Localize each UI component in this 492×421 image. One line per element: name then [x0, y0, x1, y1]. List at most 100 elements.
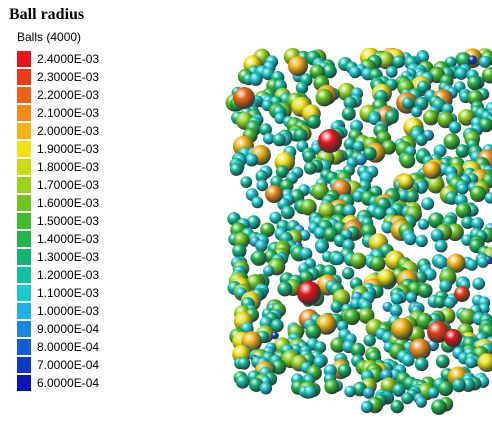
- ball: [275, 165, 289, 179]
- legend-item: 2.3000E-03: [17, 68, 157, 86]
- legend-item: 1.2000E-03: [17, 266, 157, 284]
- legend-item: 7.0000E-04: [17, 356, 157, 374]
- ball: [288, 56, 308, 76]
- legend-swatch: [17, 141, 31, 157]
- ball: [263, 132, 275, 145]
- ball: [478, 303, 490, 315]
- legend-label: 1.2000E-03: [37, 268, 100, 282]
- legend-item: 1.6000E-03: [17, 194, 157, 212]
- ball: [424, 268, 437, 281]
- ball: [384, 110, 399, 124]
- ball: [322, 64, 337, 79]
- legend-item: 1.7000E-03: [17, 176, 157, 194]
- ball: [331, 252, 345, 265]
- ball: [303, 161, 317, 175]
- ball: [451, 378, 466, 393]
- legend-item: 1.0000E-03: [17, 302, 157, 320]
- legend-label: 2.4000E-03: [37, 52, 100, 66]
- ball: [427, 321, 449, 343]
- ball: [467, 75, 482, 91]
- ball: [415, 134, 428, 146]
- ball: [270, 318, 284, 333]
- legend-label: 9.0000E-04: [37, 322, 100, 336]
- legend-swatch: [17, 231, 31, 247]
- ball: [349, 66, 362, 79]
- ball: [358, 307, 375, 324]
- ball: [435, 354, 450, 369]
- ball: [455, 202, 472, 219]
- ball: [306, 114, 321, 129]
- legend-swatch: [17, 285, 31, 301]
- ball: [423, 109, 439, 126]
- ball: [405, 190, 419, 204]
- ball: [237, 357, 251, 370]
- legend-item: 6.0000E-04: [17, 374, 157, 392]
- legend-label: 7.0000E-04: [37, 358, 100, 372]
- ball: [260, 222, 275, 238]
- legend-label: 2.0000E-03: [37, 124, 100, 138]
- ball: [417, 283, 433, 298]
- ball: [263, 265, 275, 277]
- ball: [330, 337, 346, 353]
- ball: [428, 212, 445, 229]
- ball: [265, 185, 283, 203]
- ball: [330, 300, 343, 313]
- ball: [251, 196, 264, 209]
- legend-item: 1.1000E-03: [17, 284, 157, 302]
- ball: [313, 355, 326, 369]
- ball: [415, 396, 427, 408]
- ball: [316, 314, 337, 335]
- ball: [251, 250, 267, 266]
- ball: [431, 399, 447, 415]
- ball: [271, 331, 279, 340]
- ball: [403, 232, 417, 246]
- ball: [259, 382, 273, 395]
- legend-item: 8.0000E-04: [17, 338, 157, 356]
- legend-swatch: [17, 357, 31, 373]
- ball: [259, 123, 272, 136]
- ball: [399, 153, 416, 169]
- legend-label: 1.1000E-03: [37, 286, 100, 300]
- ball: [390, 399, 404, 414]
- ball: [421, 197, 435, 211]
- ball: [411, 106, 423, 118]
- legend-label: 6.0000E-04: [37, 376, 100, 390]
- legend-item: 2.4000E-03: [17, 50, 157, 68]
- ball: [444, 329, 462, 347]
- ball: [401, 97, 415, 110]
- ball: [272, 133, 286, 147]
- ball: [343, 204, 356, 218]
- legend-label: 2.2000E-03: [37, 88, 100, 102]
- legend-item: 2.0000E-03: [17, 122, 157, 140]
- ball: [444, 297, 456, 309]
- ball: [235, 374, 250, 389]
- ball: [392, 55, 406, 68]
- ball: [295, 81, 309, 95]
- ball: [255, 239, 268, 253]
- legend-item: 1.4000E-03: [17, 230, 157, 248]
- ball: [269, 211, 282, 224]
- ball: [360, 401, 373, 414]
- ball: [466, 259, 478, 271]
- ball: [246, 215, 261, 230]
- legend-swatch: [17, 249, 31, 265]
- ball: [350, 342, 366, 358]
- legend-label: 1.7000E-03: [37, 178, 100, 192]
- ball: [455, 144, 470, 158]
- ball: [332, 203, 348, 219]
- ball: [448, 121, 462, 134]
- legend-label: 8.0000E-04: [37, 340, 100, 354]
- ball: [350, 252, 367, 269]
- legend-item: 1.3000E-03: [17, 248, 157, 266]
- ball: [344, 385, 356, 398]
- legend-label: 1.3000E-03: [37, 250, 100, 264]
- ball: [341, 106, 356, 121]
- ball: [417, 218, 430, 230]
- ball: [456, 52, 472, 68]
- ball: [303, 385, 317, 399]
- ball: [427, 175, 445, 194]
- legend-label: 1.5000E-03: [37, 214, 100, 228]
- ball: [363, 387, 375, 399]
- ball: [427, 387, 439, 399]
- ball: [465, 356, 477, 369]
